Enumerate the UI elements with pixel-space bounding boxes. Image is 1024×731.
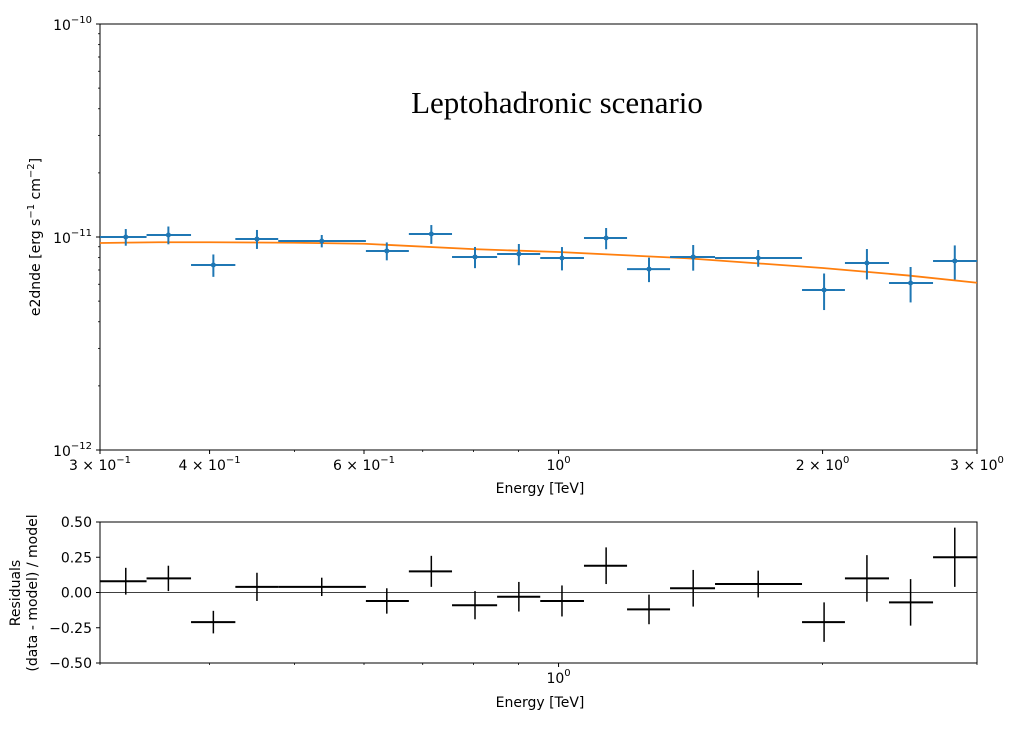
flux-point xyxy=(146,226,192,245)
data-point xyxy=(384,248,390,254)
data-point xyxy=(646,266,652,272)
bottom-x-axis-label: Energy [TeV] xyxy=(496,695,585,711)
flux-point xyxy=(627,257,671,283)
flux-point xyxy=(888,267,934,303)
y-tick-label: −0.25 xyxy=(49,621,92,637)
y-tick-label: 10−11 xyxy=(53,228,92,247)
residual-point xyxy=(100,567,147,595)
data-point xyxy=(864,260,870,266)
data-point xyxy=(428,231,434,237)
data-point xyxy=(165,232,171,238)
residual-point xyxy=(408,555,453,587)
x-tick-label: 100 xyxy=(546,668,570,687)
flux-point xyxy=(540,247,584,271)
x-tick-label: 3 × 10−1 xyxy=(69,455,131,474)
residual-point xyxy=(933,527,977,587)
y-tick-label: 0.00 xyxy=(61,586,92,602)
data-point xyxy=(821,287,827,293)
data-point xyxy=(908,280,914,286)
flux-point xyxy=(191,254,236,277)
residual-point xyxy=(278,577,366,597)
y-tick-label: 10−10 xyxy=(53,15,92,34)
data-point xyxy=(755,255,761,261)
flux-point xyxy=(844,249,889,280)
x-tick-label: 2 × 100 xyxy=(796,455,850,474)
model-curve xyxy=(99,241,978,284)
flux-point xyxy=(933,245,977,280)
flux-point xyxy=(670,245,716,271)
flux-point xyxy=(715,249,803,267)
y-tick-label: 0.50 xyxy=(61,515,92,531)
residual-point xyxy=(715,570,803,598)
flux-point xyxy=(452,246,498,269)
chart-title: Leptohadronic scenario xyxy=(411,85,703,120)
y-tick-label: 0.25 xyxy=(61,550,92,566)
residual-point xyxy=(627,594,671,625)
y-tick-label: −0.50 xyxy=(49,656,92,672)
residual-point xyxy=(583,547,628,585)
data-point xyxy=(472,254,478,260)
bottom-y-axis-label-line1: Residuals xyxy=(8,560,24,626)
data-point xyxy=(559,255,565,261)
residual-point xyxy=(146,565,192,592)
residual-point xyxy=(670,569,716,607)
flux-point xyxy=(583,228,628,250)
data-point xyxy=(123,234,129,240)
residual-point xyxy=(540,585,584,617)
x-tick-label: 3 × 100 xyxy=(950,455,1004,474)
x-tick-label: 4 × 10−1 xyxy=(179,455,241,474)
data-point xyxy=(319,238,325,244)
data-point xyxy=(254,236,260,242)
residual-point xyxy=(844,555,889,602)
flux-point xyxy=(365,242,409,261)
data-point xyxy=(952,258,958,264)
x-tick-label: 100 xyxy=(546,455,570,474)
flux-point xyxy=(278,234,366,248)
data-point xyxy=(516,251,522,257)
x-tick-label: 6 × 10−1 xyxy=(333,455,395,474)
y-tick-label: 10−12 xyxy=(53,441,92,460)
flux-point xyxy=(235,229,279,249)
residual-point xyxy=(235,572,279,601)
residual-point xyxy=(191,610,236,634)
flux-point xyxy=(408,225,453,244)
residual-point xyxy=(497,581,541,612)
residual-point xyxy=(888,579,934,626)
flux-point xyxy=(802,273,845,311)
top-y-axis-label: e2dnde [erg s−1 cm−2] xyxy=(26,158,44,316)
flux-point xyxy=(100,229,147,246)
top-x-axis-label: Energy [TeV] xyxy=(496,481,585,497)
residual-point xyxy=(365,588,409,614)
data-point xyxy=(603,235,609,241)
data-point xyxy=(690,254,696,260)
bottom-y-axis-label-line2: (data - model) / model xyxy=(25,514,41,671)
residual-point xyxy=(802,602,845,642)
residual-point xyxy=(452,591,498,620)
data-point xyxy=(210,262,216,268)
flux-point xyxy=(497,244,541,266)
